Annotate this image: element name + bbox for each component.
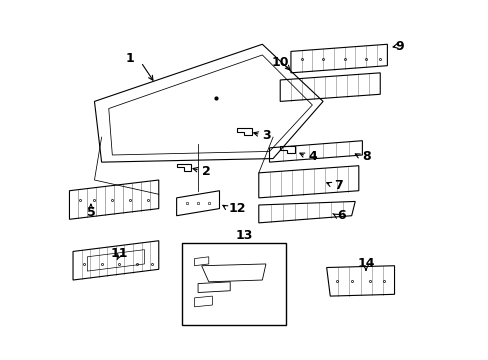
Text: 5: 5 (86, 206, 95, 219)
Text: 4: 4 (308, 150, 317, 163)
Text: 7: 7 (333, 179, 342, 192)
Text: 8: 8 (362, 150, 370, 163)
Text: 9: 9 (395, 40, 404, 53)
Text: 12: 12 (228, 202, 245, 215)
Text: 6: 6 (337, 209, 346, 222)
Text: 1: 1 (125, 52, 134, 65)
Text: 2: 2 (201, 165, 210, 177)
Text: 13: 13 (235, 229, 253, 242)
Text: 3: 3 (262, 129, 270, 142)
Text: 11: 11 (110, 247, 128, 260)
Text: 14: 14 (356, 257, 374, 270)
Text: 10: 10 (271, 55, 288, 69)
